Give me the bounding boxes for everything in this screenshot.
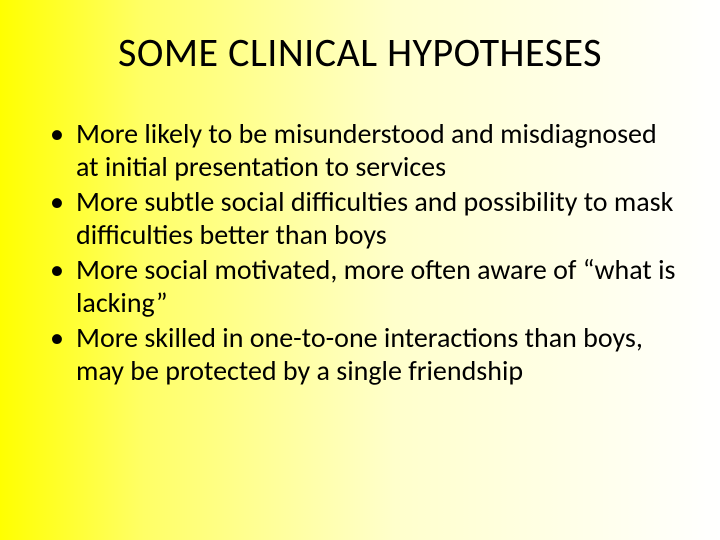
list-item: More likely to be misunderstood and misd… bbox=[46, 117, 680, 183]
slide: SOME CLINICAL HYPOTHESES More likely to … bbox=[0, 0, 720, 540]
bullet-list: More likely to be misunderstood and misd… bbox=[46, 117, 680, 387]
list-item: More subtle social difficulties and poss… bbox=[46, 185, 680, 251]
slide-title: SOME CLINICAL HYPOTHESES bbox=[40, 28, 680, 77]
list-item: More social motivated, more often aware … bbox=[46, 253, 680, 319]
list-item: More skilled in one-to-one interactions … bbox=[46, 321, 680, 387]
